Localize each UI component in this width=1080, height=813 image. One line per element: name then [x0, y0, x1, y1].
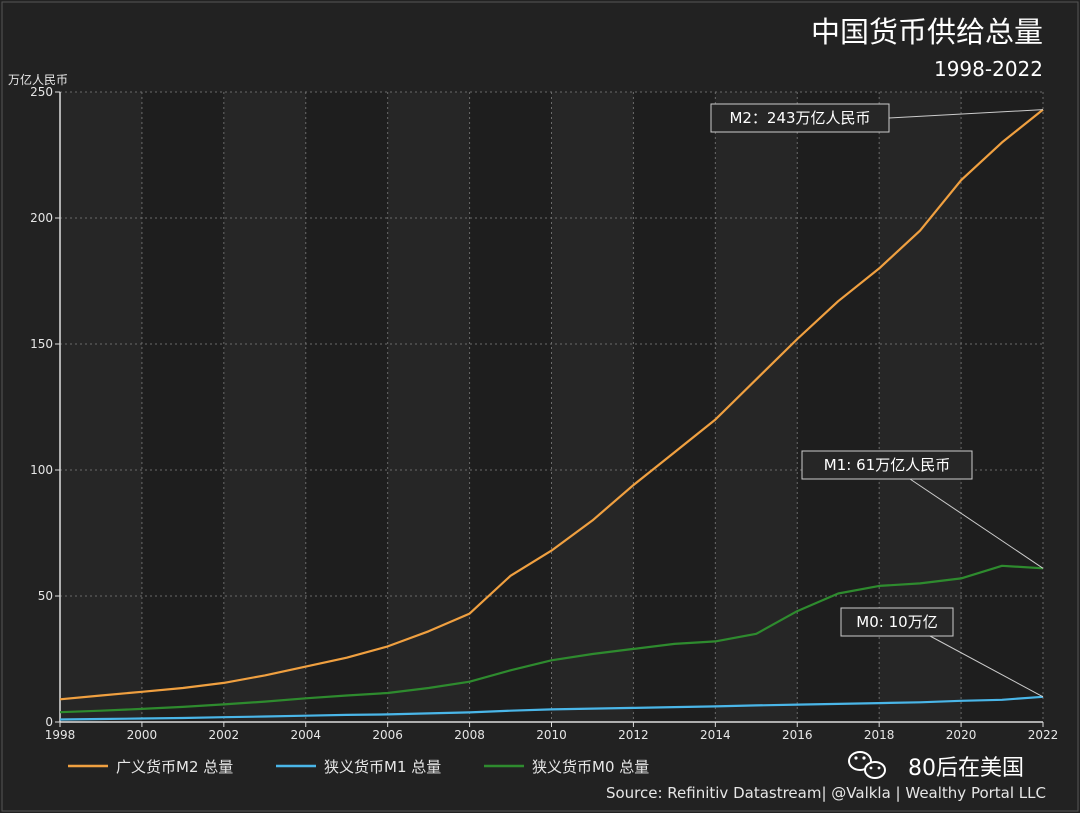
- x-tick-label: 2004: [290, 728, 321, 742]
- annotation-box: [801, 450, 973, 480]
- band-2006: [387, 92, 470, 722]
- annotation-label: M2：243万亿人民币: [729, 109, 870, 127]
- chart-title: 中国货币供给总量: [811, 15, 1043, 49]
- brand: 80后在美国: [848, 751, 1024, 781]
- annotation-box: [840, 607, 954, 637]
- brand-label: 80后在美国: [908, 756, 1024, 781]
- x-tick-label: 2022: [1028, 728, 1059, 742]
- axes: 1998 2000 2002 2004 2006 2008 2010 2012 2014 2016…: [30, 85, 1058, 742]
- series-line-1: [59, 695, 1044, 721]
- y-tick-label: 250: [30, 85, 53, 99]
- x-tick-label: 2020: [946, 728, 977, 742]
- y-tick-label: 0: [45, 715, 53, 729]
- legend-label-0: 广义货币M2 总量: [116, 758, 233, 776]
- annotation-leader: [888, 109, 1044, 119]
- y-axis-label: 万亿人民币: [8, 72, 68, 87]
- series-line-0: [59, 108, 1044, 701]
- source-note: Source: Refinitiv Datastream| @Valkla | …: [606, 784, 1046, 802]
- annotation-leader: [909, 478, 1044, 569]
- chart-subtitle: 1998-2022: [934, 57, 1043, 81]
- x-tick-label: 2018: [864, 728, 895, 742]
- x-tick-label: 1998: [45, 728, 76, 742]
- annotation-leader: [929, 635, 1044, 698]
- band-2002: [223, 92, 306, 722]
- series-line-2: [59, 564, 1044, 714]
- wechat-icon: [848, 751, 886, 779]
- legend: 广义货币M2 总量 狭义货币M1 总量 狭义货币M0 总量: [68, 758, 649, 776]
- legend-label-1: 狭义货币M1 总量: [324, 758, 441, 776]
- legend-label-2: 狭义货币M0 总量: [532, 758, 649, 776]
- x-tick-label: 2008: [454, 728, 485, 742]
- annotations: M2：243万亿人民币 M1: 61万亿人民币 M0: 10万亿: [710, 103, 1044, 698]
- band-1998: [60, 92, 142, 722]
- x-tick-label: 2012: [618, 728, 649, 742]
- y-tick-label: 150: [30, 337, 53, 351]
- x-tick-label: 2002: [209, 728, 240, 742]
- y-tick-label: 200: [30, 211, 53, 225]
- annotation-box: [710, 103, 890, 133]
- annotation-label: M0: 10万亿: [856, 613, 937, 631]
- band-2010: [551, 92, 634, 722]
- series-lines: [59, 108, 1044, 721]
- y-tick-label: 50: [38, 589, 53, 603]
- x-tick-label: 2000: [127, 728, 158, 742]
- x-tick-label: 2014: [700, 728, 731, 742]
- x-tick-label: 2006: [372, 728, 403, 742]
- x-tick-label: 2010: [536, 728, 567, 742]
- annotation-label: M1: 61万亿人民币: [824, 456, 950, 474]
- x-tick-label: 2016: [782, 728, 813, 742]
- y-tick-label: 100: [30, 463, 53, 477]
